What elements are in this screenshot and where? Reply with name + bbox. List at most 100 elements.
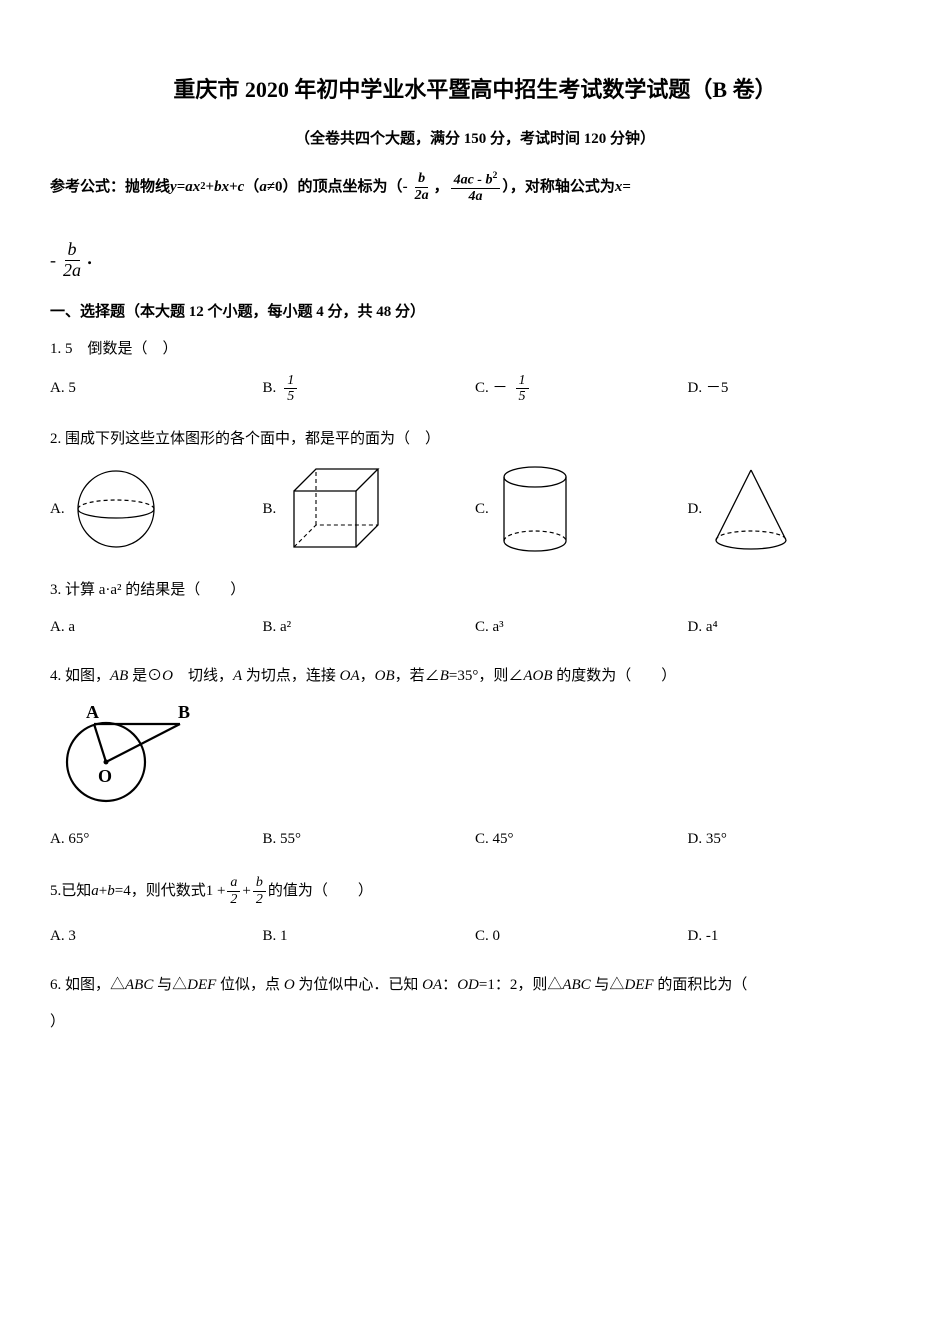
ref-text: 参考公式：抛物线 [50, 174, 170, 201]
question-1: 1. 5 倒数是（ ） [50, 336, 900, 363]
q4-opt-a: A. 65° [50, 826, 263, 853]
fig-label-o: O [98, 766, 112, 786]
q1-text: 5 倒数是（ ） [65, 341, 178, 357]
q5-opt-a: A. 3 [50, 923, 263, 950]
q4-a-label: A. 65° [50, 826, 89, 853]
q4-c-label: C. 45° [475, 826, 514, 853]
q2-options: A. B. C. D. [50, 463, 900, 555]
q5-opt-d: D. -1 [688, 923, 901, 950]
q2-opt-b: B. [263, 463, 476, 555]
q6-text-d: 为位似中心．已知 [295, 977, 423, 993]
q6-tail: ） [50, 1009, 900, 1036]
q3-d-label: D. a⁴ [688, 614, 718, 641]
q1-opt-b: B. 15 [263, 373, 476, 405]
q6-text-g: 与△ [591, 977, 625, 993]
q2-c-label: C. [475, 496, 489, 523]
ref-comma: ， [434, 174, 449, 201]
q6-text-c: 位似，点 [216, 977, 284, 993]
q3-opt-b: B. a² [263, 614, 476, 641]
q4-figure: A B O [60, 700, 900, 812]
sphere-icon [71, 464, 161, 554]
q5-opt-c: C. 0 [475, 923, 688, 950]
q4-text-c: 切线， [173, 668, 233, 684]
q6-text-f: =1：2，则△ [479, 977, 562, 993]
axis-period: ． [86, 252, 101, 268]
q1-a-label: A. 5 [50, 375, 76, 402]
q2-b-label: B. [263, 496, 277, 523]
q5-text-a: 已知 [61, 878, 91, 905]
q4-d-label: D. 35° [688, 826, 727, 853]
q1-options: A. 5 B. 15 C. －15 D. －5 [50, 373, 900, 405]
q4-num: 4. [50, 668, 61, 684]
q6-text-a: 如图，△ [65, 977, 125, 993]
fig-label-a: A [86, 702, 99, 722]
question-6: 6. 如图，△ABC 与△DEF 位似，点 O 为位似中心．已知 OA：OD=1… [50, 972, 900, 999]
ref-paren1: （ [244, 174, 259, 201]
q4-text-d: 为切点，连接 [242, 668, 340, 684]
q5-num: 5. [50, 878, 61, 905]
fig-label-b: B [178, 702, 190, 722]
q3-options: A. a B. a² C. a³ D. a⁴ [50, 614, 900, 641]
cube-icon [282, 463, 382, 555]
q5-options: A. 3 B. 1 C. 0 D. -1 [50, 923, 900, 950]
question-5: 5. 已知 a+b=4，则代数式 1 + a2 + b2 的值为（ ） [50, 875, 900, 907]
q4-text-g: =35°，则∠ [449, 668, 523, 684]
q2-opt-d: D. [688, 464, 901, 554]
q3-c-label: C. a³ [475, 614, 504, 641]
page-subtitle: （全卷共四个大题，满分 150 分，考试时间 120 分钟） [50, 126, 900, 153]
q3-text: 计算 a·a² 的结果是（ ） [65, 582, 245, 598]
cylinder-icon [495, 463, 575, 555]
q4-text-f: ，若∠ [395, 668, 440, 684]
axis-formula: -b2a． [50, 240, 900, 281]
q2-a-label: A. [50, 496, 65, 523]
q6-text-b: 与△ [153, 977, 187, 993]
q4-text-h: 的度数为（ ） [553, 668, 677, 684]
q2-opt-c: C. [475, 463, 688, 555]
q5-text-c: 的值为（ ） [268, 878, 373, 905]
q1-opt-a: A. 5 [50, 375, 263, 402]
question-2: 2. 围成下列这些立体图形的各个面中，都是平的面为（ ） [50, 426, 900, 453]
q1-c-label: C. － [475, 375, 508, 402]
q4-opt-d: D. 35° [688, 826, 901, 853]
q1-b-label: B. [263, 375, 277, 402]
q1-opt-d: D. －5 [688, 375, 901, 402]
q4-text-b: 是⊙ [128, 668, 162, 684]
q5-b-label: B. 1 [263, 923, 288, 950]
page-title: 重庆市 2020 年初中学业水平暨高中招生考试数学试题（B 卷） [50, 70, 900, 110]
question-3: 3. 计算 a·a² 的结果是（ ） [50, 577, 900, 604]
q4-options: A. 65° B. 55° C. 45° D. 35° [50, 826, 900, 853]
q4-b-label: B. 55° [263, 826, 302, 853]
q5-opt-b: B. 1 [263, 923, 476, 950]
q2-opt-a: A. [50, 464, 263, 554]
q2-text: 围成下列这些立体图形的各个面中，都是平的面为（ ） [65, 431, 440, 447]
q3-opt-d: D. a⁴ [688, 614, 901, 641]
q3-opt-c: C. a³ [475, 614, 688, 641]
q3-b-label: B. a² [263, 614, 292, 641]
q1-num: 1. [50, 341, 61, 357]
q5-text-b: =4，则代数式 [115, 878, 206, 905]
q1-d-label: D. －5 [688, 375, 729, 402]
q6-text-e: ： [442, 977, 457, 993]
vertex-x: -b2a [403, 171, 434, 203]
q4-text-a: 如图， [65, 668, 110, 684]
q1-opt-c: C. －15 [475, 373, 688, 405]
cone-icon [708, 464, 794, 554]
vertex-y: 4ac - b24a [451, 171, 501, 204]
ref-paren3: ），对称轴公式为 [502, 174, 615, 201]
q4-opt-b: B. 55° [263, 826, 476, 853]
q5-expr: 1 + a2 + b2 [206, 875, 268, 907]
ref-paren2: ）的顶点坐标为（ [283, 174, 403, 201]
question-4: 4. 如图，AB 是⊙O 切线，A 为切点，连接 OA，OB，若∠B=35°，则… [50, 663, 900, 690]
q6-num: 6. [50, 977, 61, 993]
q6-text-h: 的面积比为（ [654, 977, 748, 993]
q5-c-label: C. 0 [475, 923, 500, 950]
q2-num: 2. [50, 431, 61, 447]
q2-d-label: D. [688, 496, 703, 523]
q3-num: 3. [50, 582, 61, 598]
ref-y: y [170, 174, 177, 201]
q3-a-label: A. a [50, 614, 75, 641]
q3-opt-a: A. a [50, 614, 263, 641]
q4-opt-c: C. 45° [475, 826, 688, 853]
section-1-heading: 一、选择题（本大题 12 个小题，每小题 4 分，共 48 分） [50, 299, 900, 326]
q5-d-label: D. -1 [688, 923, 719, 950]
